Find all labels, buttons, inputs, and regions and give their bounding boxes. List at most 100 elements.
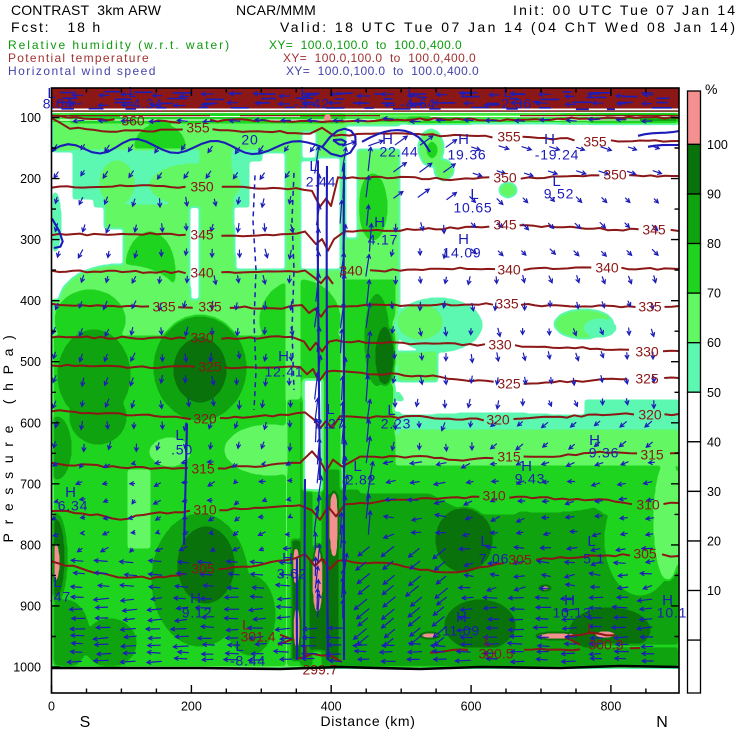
svg-text:310: 310 xyxy=(482,488,506,504)
svg-text:L: L xyxy=(407,84,416,101)
svg-text:60: 60 xyxy=(707,336,721,350)
svg-text:10.65: 10.65 xyxy=(453,200,492,216)
svg-text:H: H xyxy=(458,131,470,148)
svg-text:300: 300 xyxy=(20,233,41,247)
svg-text:2.82: 2.82 xyxy=(346,472,376,488)
svg-text:-19.24: -19.24 xyxy=(535,147,580,163)
svg-text:325: 325 xyxy=(635,371,659,387)
svg-text:7.06: 7.06 xyxy=(479,551,509,567)
svg-text:310: 310 xyxy=(193,502,217,518)
svg-text:345: 345 xyxy=(493,217,517,233)
svg-text:H: H xyxy=(544,131,556,148)
svg-text:H: H xyxy=(190,590,202,607)
svg-text:12.41: 12.41 xyxy=(264,364,303,380)
svg-text:L: L xyxy=(480,533,489,550)
svg-text:-4.34: -4.34 xyxy=(127,96,163,112)
svg-text:20: 20 xyxy=(241,132,258,148)
svg-text:11.09: 11.09 xyxy=(442,623,480,639)
svg-text:325: 325 xyxy=(497,376,521,392)
svg-text:355: 355 xyxy=(583,134,607,150)
svg-text:H: H xyxy=(521,458,533,475)
svg-text:9.43: 9.43 xyxy=(515,471,545,487)
svg-text:Horizontal wind speed: Horizontal wind speed xyxy=(8,64,157,78)
svg-text:90: 90 xyxy=(707,188,721,202)
svg-text:Potential temperature: Potential temperature xyxy=(8,51,150,65)
svg-text:L: L xyxy=(235,638,244,655)
svg-text:L: L xyxy=(128,84,137,101)
svg-text:600: 600 xyxy=(461,700,482,714)
svg-text:2.27: 2.27 xyxy=(315,416,345,432)
svg-text:335: 335 xyxy=(495,296,519,312)
svg-text:330: 330 xyxy=(635,344,659,360)
svg-text:500: 500 xyxy=(20,355,41,369)
svg-text:L: L xyxy=(242,617,250,633)
svg-text:H: H xyxy=(382,131,394,148)
svg-text:L: L xyxy=(304,643,312,659)
svg-text:H: H xyxy=(589,432,601,449)
svg-text:L: L xyxy=(53,574,62,591)
svg-text:299.7: 299.7 xyxy=(302,662,337,678)
svg-text:S: S xyxy=(80,714,91,731)
svg-text:NCAR/MMM: NCAR/MMM xyxy=(236,2,316,18)
svg-text:Distance (km): Distance (km) xyxy=(320,713,415,729)
svg-text:14.09: 14.09 xyxy=(442,245,481,261)
svg-text:400: 400 xyxy=(321,700,342,714)
svg-text:L: L xyxy=(484,633,492,649)
svg-text:70: 70 xyxy=(707,287,721,301)
svg-text:400: 400 xyxy=(20,294,41,308)
svg-text:2.44: 2.44 xyxy=(306,174,336,190)
svg-text:L: L xyxy=(175,427,184,444)
svg-text:-8.44: -8.44 xyxy=(230,653,266,669)
svg-text:2.23: 2.23 xyxy=(381,416,411,432)
svg-text:360: 360 xyxy=(121,113,145,129)
svg-text:9.36: 9.36 xyxy=(589,445,619,461)
svg-text:Fcst: 18 h: Fcst: 18 h xyxy=(11,19,102,35)
svg-text:Init: 00 UTC Tue 07 Jan 14: Init: 00 UTC Tue 07 Jan 14 xyxy=(513,2,737,18)
svg-text:320: 320 xyxy=(638,407,662,423)
svg-text:340: 340 xyxy=(339,263,363,279)
svg-text:XY= 100.0,100.0 to 100.0,40: XY= 100.0,100.0 to 100.0,400.0 xyxy=(286,64,479,78)
svg-text:L: L xyxy=(552,173,561,190)
svg-text:L: L xyxy=(387,402,396,419)
svg-text:.50: .50 xyxy=(171,442,193,458)
svg-text:XY= 100.0,100.0 to 100.0,40: XY= 100.0,100.0 to 100.0,400.0 xyxy=(283,51,476,65)
svg-text:335: 335 xyxy=(198,299,222,315)
svg-text:200: 200 xyxy=(20,172,41,186)
svg-text:9.12: 9.12 xyxy=(182,605,212,621)
svg-text:330: 330 xyxy=(190,330,214,346)
svg-text:320: 320 xyxy=(193,411,217,427)
svg-text:.47: .47 xyxy=(49,589,71,605)
svg-text:L: L xyxy=(309,158,318,175)
svg-text:Pressure (hPa): Pressure (hPa) xyxy=(0,327,16,543)
svg-text:H: H xyxy=(282,550,294,567)
svg-text:L: L xyxy=(503,84,512,101)
svg-text:L: L xyxy=(587,533,596,550)
svg-text:325: 325 xyxy=(198,359,222,375)
svg-text:310: 310 xyxy=(636,497,660,513)
svg-text:340: 340 xyxy=(595,260,619,276)
svg-text:H: H xyxy=(65,484,77,501)
svg-text:700: 700 xyxy=(20,477,41,491)
svg-text:315: 315 xyxy=(191,461,215,477)
svg-text:305: 305 xyxy=(633,546,657,562)
svg-text:20: 20 xyxy=(707,535,721,549)
svg-text:300.5: 300.5 xyxy=(478,646,513,662)
svg-text:L: L xyxy=(587,620,595,636)
svg-text:XY= 100.0,100.0 to 100.0,40: XY= 100.0,100.0 to 100.0,400.0 xyxy=(269,38,462,52)
svg-text:Valid: 18 UTC Tue 07 Jan 14 (0: Valid: 18 UTC Tue 07 Jan 14 (04 ChT Wed … xyxy=(280,19,737,35)
svg-text:L: L xyxy=(326,401,335,418)
svg-text:-2.36: -2.36 xyxy=(496,96,532,112)
svg-text:H: H xyxy=(374,214,386,231)
svg-text:800: 800 xyxy=(20,538,41,552)
svg-text:1000: 1000 xyxy=(13,661,41,675)
svg-text:800: 800 xyxy=(600,700,621,714)
svg-text:%: % xyxy=(705,81,717,97)
svg-text:80: 80 xyxy=(707,237,721,251)
svg-text:H: H xyxy=(458,231,470,248)
svg-text:340: 340 xyxy=(497,262,521,278)
svg-text:-4.64: -4.64 xyxy=(400,96,436,112)
svg-text:100: 100 xyxy=(20,111,41,125)
svg-text:3.62: 3.62 xyxy=(277,566,307,582)
svg-text:N: N xyxy=(656,714,668,731)
svg-text:Relative humidity (w.r.t. wate: Relative humidity (w.r.t. water) xyxy=(8,38,231,52)
